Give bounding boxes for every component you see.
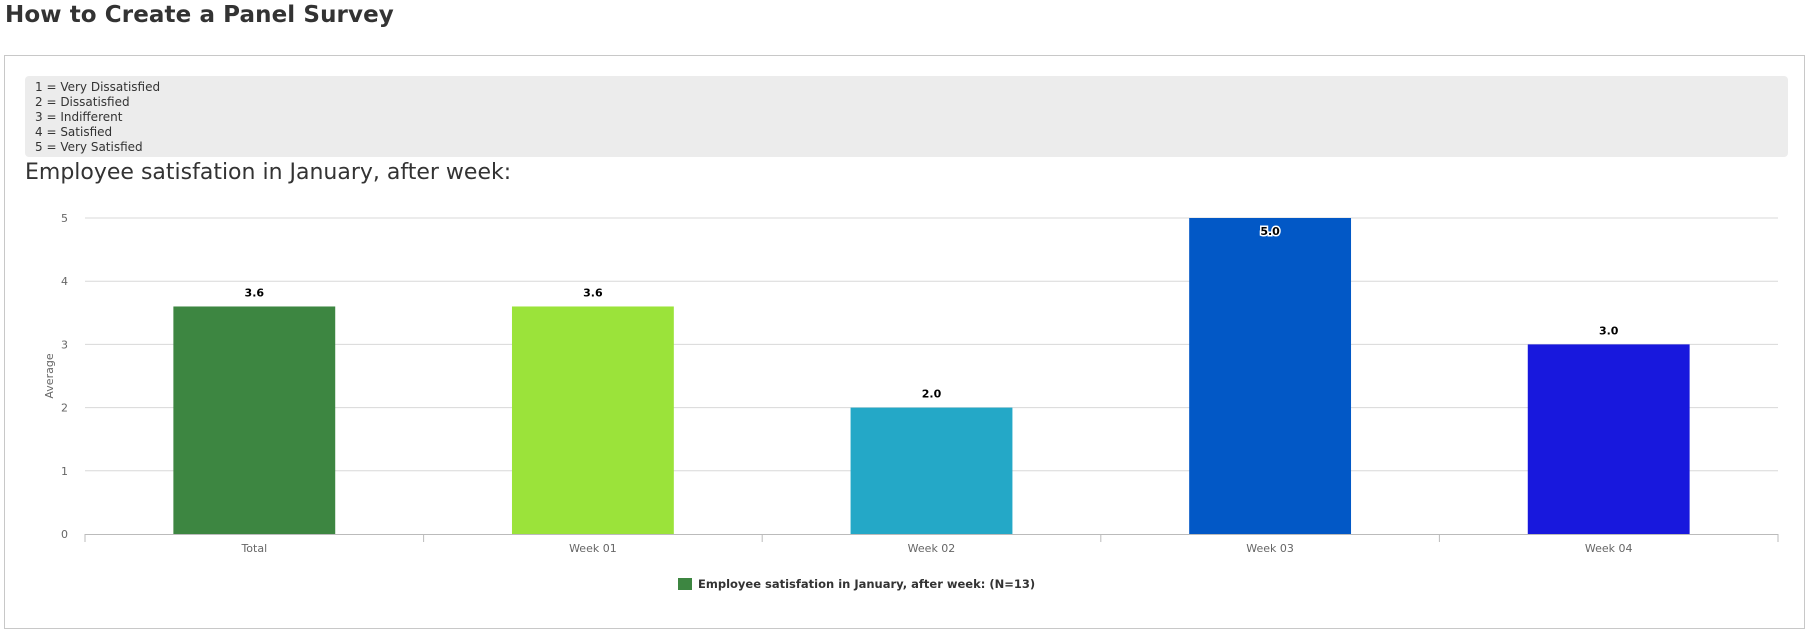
y-tick-label: 4 xyxy=(61,275,68,288)
scale-item: 3 = Indifferent xyxy=(35,110,123,124)
y-tick-label: 1 xyxy=(61,465,68,478)
scale-item: 4 = Satisfied xyxy=(35,125,113,139)
y-axis-title: Average xyxy=(43,353,56,398)
bar xyxy=(173,306,336,534)
x-tick-label: Week 04 xyxy=(1585,542,1633,555)
bar xyxy=(1527,344,1690,534)
x-tick-label: Week 03 xyxy=(1246,542,1294,555)
page-title: How to Create a Panel Survey xyxy=(5,2,394,28)
data-label: 5.0 xyxy=(1260,225,1280,238)
data-label: 3.6 xyxy=(245,286,265,299)
y-tick-label: 3 xyxy=(61,338,68,351)
x-tick-label: Week 01 xyxy=(569,542,617,555)
chart-title: Employee satisfation in January, after w… xyxy=(25,160,512,185)
data-label: 2.0 xyxy=(922,388,942,401)
legend-label: Employee satisfation in January, after w… xyxy=(698,577,1035,591)
bar xyxy=(850,407,1013,534)
scale-item: 2 = Dissatisfied xyxy=(35,95,130,109)
x-tick-label: Total xyxy=(240,542,267,555)
data-label: 3.6 xyxy=(583,286,603,299)
y-tick-label: 2 xyxy=(61,402,68,415)
y-tick-label: 0 xyxy=(61,528,68,541)
scale-item: 5 = Very Satisfied xyxy=(35,140,143,154)
y-tick-label: 5 xyxy=(61,212,68,225)
legend-swatch xyxy=(678,578,692,590)
rating-scale-legend: 1 = Very Dissatisfied 2 = Dissatisfied 3… xyxy=(25,76,1788,157)
data-label: 3.0 xyxy=(1599,324,1619,337)
bar xyxy=(1189,218,1352,534)
scale-item: 1 = Very Dissatisfied xyxy=(35,80,161,94)
bar xyxy=(511,306,674,534)
x-tick-label: Week 02 xyxy=(908,542,956,555)
